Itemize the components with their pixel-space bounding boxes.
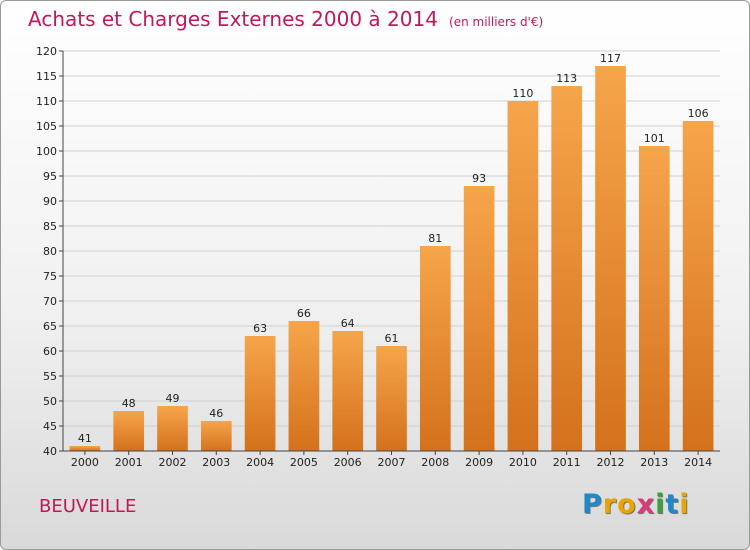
- y-tick-label: 100: [36, 145, 57, 158]
- data-label: 117: [600, 52, 621, 65]
- data-label: 110: [512, 87, 533, 100]
- bar: [288, 321, 320, 451]
- data-label: 81: [428, 232, 442, 245]
- bar: [113, 411, 145, 451]
- x-tick-label: 2003: [202, 456, 230, 469]
- y-tick-label: 110: [36, 95, 57, 108]
- x-tick-label: 2007: [378, 456, 406, 469]
- y-tick-label: 105: [36, 120, 57, 133]
- x-tick-label: 2006: [334, 456, 362, 469]
- y-tick-label: 70: [43, 295, 57, 308]
- bars: 41 48 49 46 63 66 64 61 81 93 110 113 117 101 106: [69, 52, 714, 451]
- logo-letter: t: [665, 489, 680, 520]
- y-tick-label: 55: [43, 370, 57, 383]
- bar: [419, 246, 451, 451]
- chart-title-text: Achats et Charges Externes 2000 à 2014: [28, 7, 438, 31]
- x-tick-label: 2002: [159, 456, 187, 469]
- data-label: 49: [166, 392, 180, 405]
- logo-letter: x: [636, 489, 656, 520]
- x-tick-label: 2009: [465, 456, 493, 469]
- data-label: 61: [385, 332, 399, 345]
- chart-unit: (en milliers d'€): [449, 15, 544, 29]
- x-tick-label: 2013: [640, 456, 668, 469]
- data-label: 64: [341, 317, 355, 330]
- data-label: 41: [78, 432, 92, 445]
- bar: [200, 421, 232, 451]
- data-label: 48: [122, 397, 136, 410]
- x-tick-label: 2014: [684, 456, 712, 469]
- bar: [376, 346, 407, 451]
- y-tick-label: 65: [43, 320, 57, 333]
- data-label: 101: [644, 132, 665, 145]
- bar: [551, 86, 583, 451]
- chart-title: Achats et Charges Externes 2000 à 2014 (…: [28, 7, 543, 31]
- x-tick-label: 2000: [71, 456, 99, 469]
- y-tick-label: 85: [43, 220, 57, 233]
- x-tick-label: 2005: [290, 456, 318, 469]
- bar: [463, 186, 495, 451]
- bar: [332, 331, 364, 451]
- y-tick-label: 115: [36, 70, 57, 83]
- y-tick-label: 60: [43, 345, 57, 358]
- y-tick-label: 90: [43, 195, 57, 208]
- logo-letter: r: [602, 489, 618, 520]
- axes: 40 45 50 55 60 65 70 75 80 85 90 95 100 105 110 115 120 2…: [36, 45, 720, 469]
- x-tick-label: 2011: [553, 456, 581, 469]
- logo-letter: i: [679, 489, 690, 520]
- logo-letter: P: [582, 489, 603, 520]
- y-tick-label: 50: [43, 395, 57, 408]
- y-tick-label: 45: [43, 420, 57, 433]
- bar: [682, 121, 714, 451]
- y-tick-label: 120: [36, 45, 57, 58]
- bar: [157, 406, 188, 451]
- town-name: BEUVEILLE: [39, 496, 137, 517]
- data-label: 106: [688, 107, 709, 120]
- logo-letter: i: [655, 489, 666, 520]
- proxiti-logo: Proxiti: [582, 489, 690, 520]
- y-tick-label: 75: [43, 270, 57, 283]
- data-label: 46: [209, 407, 223, 420]
- x-tick-label: 2012: [597, 456, 625, 469]
- y-tick-label: 80: [43, 245, 57, 258]
- y-tick-label: 40: [43, 445, 57, 458]
- bar: [244, 336, 276, 451]
- bar: [69, 446, 101, 451]
- x-tick-label: 2010: [509, 456, 537, 469]
- bar: [595, 66, 626, 451]
- bar: [638, 146, 670, 451]
- x-tick-label: 2001: [115, 456, 143, 469]
- data-label: 66: [297, 307, 311, 320]
- logo-letter: o: [617, 489, 637, 520]
- data-label: 113: [556, 72, 577, 85]
- x-tick-label: 2004: [246, 456, 274, 469]
- bar: [507, 101, 539, 451]
- data-label: 63: [253, 322, 267, 335]
- x-tick-label: 2008: [421, 456, 449, 469]
- data-label: 93: [472, 172, 486, 185]
- y-tick-label: 95: [43, 170, 57, 183]
